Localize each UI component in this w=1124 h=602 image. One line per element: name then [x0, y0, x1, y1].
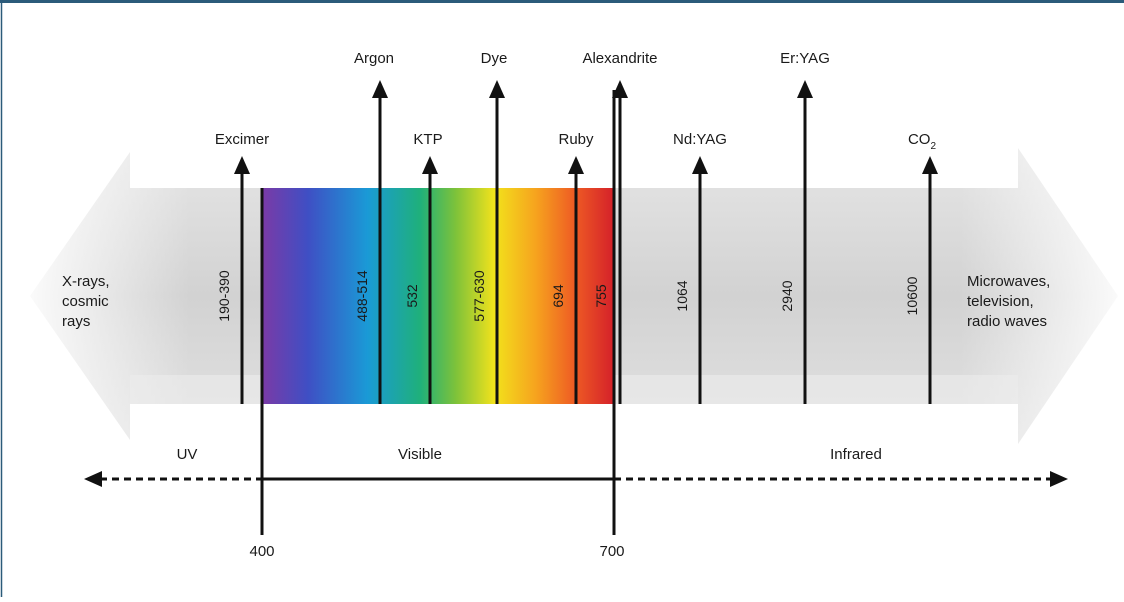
wavelength-alexandrite: 755: [593, 284, 609, 308]
right-axis-arrowhead: [1050, 471, 1068, 487]
wavelength-eryag: 2940: [779, 280, 795, 311]
wavelength-dye: 577-630: [471, 270, 487, 322]
svg-text:cosmic: cosmic: [62, 293, 109, 310]
svg-text:X-rays,: X-rays,: [62, 273, 110, 290]
laser-name-ktp: KTP: [413, 131, 442, 148]
svg-text:Microwaves,: Microwaves,: [967, 273, 1050, 290]
boundary-label-700: 700: [599, 543, 624, 560]
svg-text:radio waves: radio waves: [967, 313, 1047, 330]
wavelength-excimer: 190-390: [216, 270, 232, 322]
laser-name-argon: Argon: [354, 50, 394, 67]
laser-arrow-co2: [922, 156, 938, 404]
wavelength-ktp: 532: [404, 284, 420, 308]
laser-name-co2: CO2: [908, 131, 937, 152]
laser-arrow-excimer: [234, 156, 250, 404]
laser-arrow-ruby: [568, 156, 584, 404]
region-axis: [84, 471, 1068, 487]
laser-name-eryag: Er:YAG: [780, 50, 830, 67]
region-label-visible: Visible: [398, 446, 442, 463]
laser-arrows: [234, 80, 938, 404]
svg-text:rays: rays: [62, 313, 90, 330]
laser-name-alexandrite: Alexandrite: [582, 50, 657, 67]
laser-arrow-ndyag: [692, 156, 708, 404]
boundary-label-400: 400: [249, 543, 274, 560]
laser-name-ndyag: Nd:YAG: [673, 131, 727, 148]
laser-arrow-alexandrite: [612, 80, 628, 404]
wavelength-ndyag: 1064: [674, 280, 690, 311]
left-end-label: X-rays, cosmic rays: [62, 273, 110, 330]
wavelength-ruby: 694: [550, 284, 566, 308]
wavelength-co2: 10600: [904, 276, 920, 315]
right-end-label: Microwaves, television, radio waves: [967, 273, 1050, 330]
svg-text:television,: television,: [967, 293, 1034, 310]
wavelength-argon: 488-514: [354, 270, 370, 322]
laser-arrow-ktp: [422, 156, 438, 404]
laser-name-ruby: Ruby: [558, 131, 594, 148]
laser-arrow-eryag: [797, 80, 813, 404]
laser-arrow-argon: [372, 80, 388, 404]
region-label-uv: UV: [177, 446, 198, 463]
visible-spectrum-band: [262, 188, 614, 404]
laser-name-dye: Dye: [481, 50, 508, 67]
laser-name-excimer: Excimer: [215, 131, 269, 148]
region-label-infrared: Infrared: [830, 446, 882, 463]
left-axis-arrowhead: [84, 471, 102, 487]
laser-arrow-dye: [489, 80, 505, 404]
